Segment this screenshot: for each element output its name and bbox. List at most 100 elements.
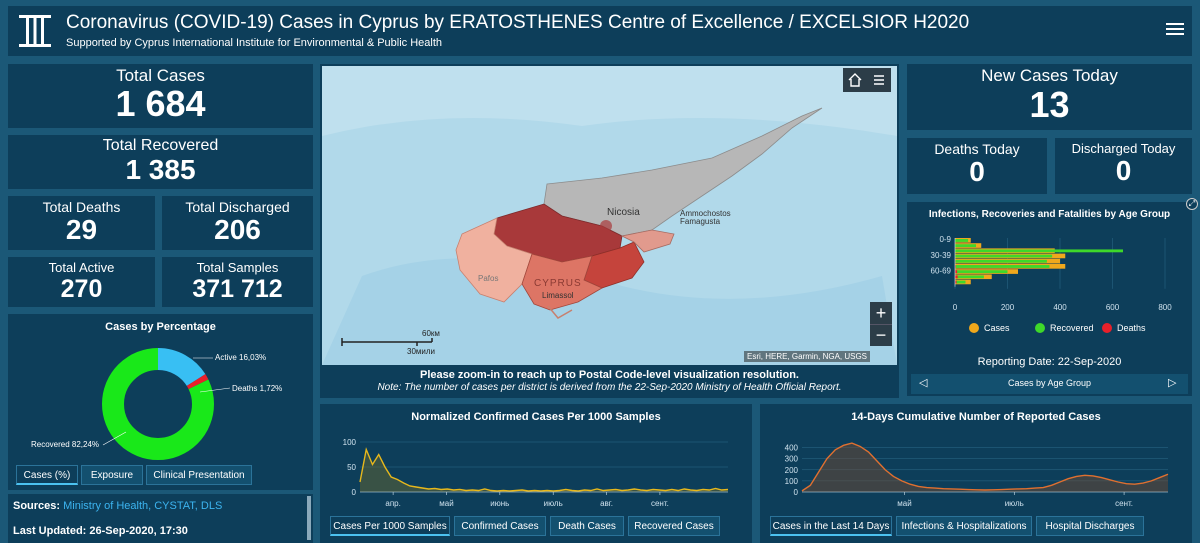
list-icon — [874, 75, 884, 85]
age-y-tick: 60-69 — [931, 266, 952, 275]
map-note-line1: Please zoom-in to reach up to Postal Cod… — [420, 369, 799, 381]
x-tick-label: май — [897, 499, 911, 508]
age-bar-deaths — [955, 265, 956, 268]
donut-label-active: Active 16,03% — [215, 353, 267, 362]
map-attribution: Esri, HERE, Garmin, NGA, USGS — [744, 351, 871, 362]
tab-clinical-presentation[interactable]: Clinical Presentation — [146, 465, 252, 485]
donut-leader-lines — [102, 357, 231, 446]
sources-label: Sources: — [13, 500, 61, 512]
y-tick-label: 100 — [785, 477, 799, 486]
total-samples-value: 371 712 — [192, 275, 283, 303]
y-tick-label: 0 — [794, 488, 799, 497]
map-label-famagusta: Famagusta — [680, 217, 721, 226]
zoom-in-button[interactable]: + — [870, 302, 892, 324]
map-scale-mi: 30мили — [407, 347, 435, 356]
famagusta-district — [620, 229, 675, 253]
age-bar-deaths — [955, 270, 958, 274]
next-arrow-icon[interactable]: ▷ — [1168, 377, 1177, 389]
map-label-limassol: Limassol — [542, 291, 574, 300]
age-bar-recovered — [955, 239, 969, 242]
legend-cases: Cases — [969, 323, 1010, 333]
area-line — [359, 447, 729, 492]
expand-icon[interactable]: ⤢ — [1186, 198, 1198, 210]
tab-infections-hospitalizations[interactable]: Infections & Hospitalizations — [896, 516, 1032, 536]
deaths-today-value: 0 — [969, 156, 985, 187]
donut-slice-recovered — [102, 348, 214, 460]
tab-death-cases[interactable]: Death Cases — [550, 516, 624, 536]
total-active-card: Total Active 270 — [8, 257, 155, 307]
legend-deaths: Deaths — [1102, 323, 1146, 333]
legend-recovered-label: Recovered — [1050, 323, 1094, 333]
tab-confirmed-cases[interactable]: Confirmed Cases — [454, 516, 546, 536]
age-bar-recovered — [955, 275, 984, 279]
cumulative-chart: 400 300 200 100 0 май июль сент. — [785, 442, 1169, 508]
zoom-out-button[interactable]: − — [870, 324, 892, 346]
menu-icon[interactable] — [1166, 20, 1184, 38]
y-tick-label: 200 — [785, 466, 799, 475]
map-legend-button[interactable] — [867, 68, 891, 92]
total-recovered-card: Total Recovered 1 385 — [8, 135, 313, 189]
age-x-tick: 400 — [1053, 303, 1067, 312]
discharged-today-value: 0 — [1115, 155, 1132, 186]
normalized-chart-title: Normalized Confirmed Cases Per 1000 Samp… — [411, 411, 661, 423]
x-tick-label: сент. — [651, 499, 669, 508]
legend-cases-swatch — [969, 323, 979, 333]
tab-recovered-cases[interactable]: Recovered Cases — [628, 516, 720, 536]
deaths-today-card: Deaths Today 0 — [907, 138, 1047, 194]
area-line — [801, 442, 1169, 492]
total-active-value: 270 — [60, 275, 103, 303]
donut-label-deaths: Deaths 1,72% — [232, 384, 283, 393]
tab-hospital-discharges[interactable]: Hospital Discharges — [1036, 516, 1144, 536]
x-tick-label: сент. — [1115, 499, 1133, 508]
reporting-date: Reporting Date: 22-Sep-2020 — [977, 356, 1122, 368]
legend-deaths-swatch — [1102, 323, 1112, 333]
age-group-panel: Infections, Recoveries and Fatalities by… — [907, 202, 1192, 396]
map-home-button[interactable] — [843, 68, 867, 92]
y-tick-label: 0 — [352, 488, 357, 497]
total-samples-label: Total Samples — [196, 260, 279, 275]
limassol-district — [521, 253, 603, 311]
cumulative-chart-title: 14-Days Cumulative Number of Reported Ca… — [851, 411, 1101, 423]
age-nav-label: Cases by Age Group — [1007, 378, 1092, 388]
home-icon — [848, 73, 862, 87]
age-group-chart: 0 200 400 600 800 0-9 30-39 60-69 — [931, 235, 1173, 312]
x-tick-label: июль — [544, 499, 563, 508]
normalized-chart: 100 50 0 апр. май июнь июль авг. сент. — [343, 438, 729, 508]
eratosthenes-logo — [19, 15, 51, 47]
map-label-cyprus: CYPRUS — [534, 278, 582, 289]
deaths-today-label: Deaths Today — [934, 141, 1020, 157]
total-cases-value: 1 684 — [115, 83, 206, 124]
page-title: Coronavirus (COVID-19) Cases in Cyprus b… — [66, 12, 970, 33]
tab-exposure[interactable]: Exposure — [81, 465, 143, 485]
y-tick-label: 100 — [343, 438, 357, 447]
total-recovered-value: 1 385 — [125, 154, 196, 185]
donut-chart — [102, 348, 214, 460]
map-label-nicosia: Nicosia — [607, 207, 640, 218]
new-cases-value: 13 — [1029, 84, 1070, 125]
x-tick-label: авг. — [600, 499, 613, 508]
cases-percentage-panel: Cases by Percentage Active 16,03% Deaths… — [8, 314, 313, 490]
total-deaths-value: 29 — [65, 214, 98, 245]
age-bar-deaths — [955, 275, 958, 279]
age-nav-bar: ◁ Cases by Age Group ▷ — [911, 374, 1188, 394]
age-bar-recovered — [955, 259, 1047, 263]
prev-arrow-icon[interactable]: ◁ — [919, 377, 928, 389]
sources-scrollbar[interactable] — [307, 496, 311, 540]
total-recovered-label: Total Recovered — [102, 137, 219, 154]
tab-cases-percent[interactable]: Cases (%) — [16, 465, 78, 485]
cyprus-map[interactable]: Nicosia Ammochostos Famagusta CYPRUS Lim… — [322, 66, 897, 365]
header-bar: Coronavirus (COVID-19) Cases in Cyprus b… — [8, 6, 1192, 56]
page-subtitle: Supported by Cyprus International Instit… — [66, 37, 443, 49]
discharged-today-label: Discharged Today — [1071, 141, 1176, 156]
age-x-tick: 0 — [953, 303, 958, 312]
tab-last-14-days[interactable]: Cases in the Last 14 Days — [770, 516, 892, 536]
discharged-today-card: Discharged Today 0 — [1055, 138, 1192, 194]
age-x-tick: 600 — [1106, 303, 1120, 312]
y-tick-label: 400 — [785, 444, 799, 453]
total-discharged-value: 206 — [214, 214, 261, 245]
age-bar-recovered — [955, 280, 966, 284]
tab-cases-per-1000[interactable]: Cases Per 1000 Samples — [330, 516, 450, 536]
sources-links[interactable]: Ministry of Health, CYSTAT, DLS — [63, 500, 223, 512]
total-discharged-card: Total Discharged 206 — [162, 196, 313, 250]
total-deaths-label: Total Deaths — [42, 199, 121, 215]
